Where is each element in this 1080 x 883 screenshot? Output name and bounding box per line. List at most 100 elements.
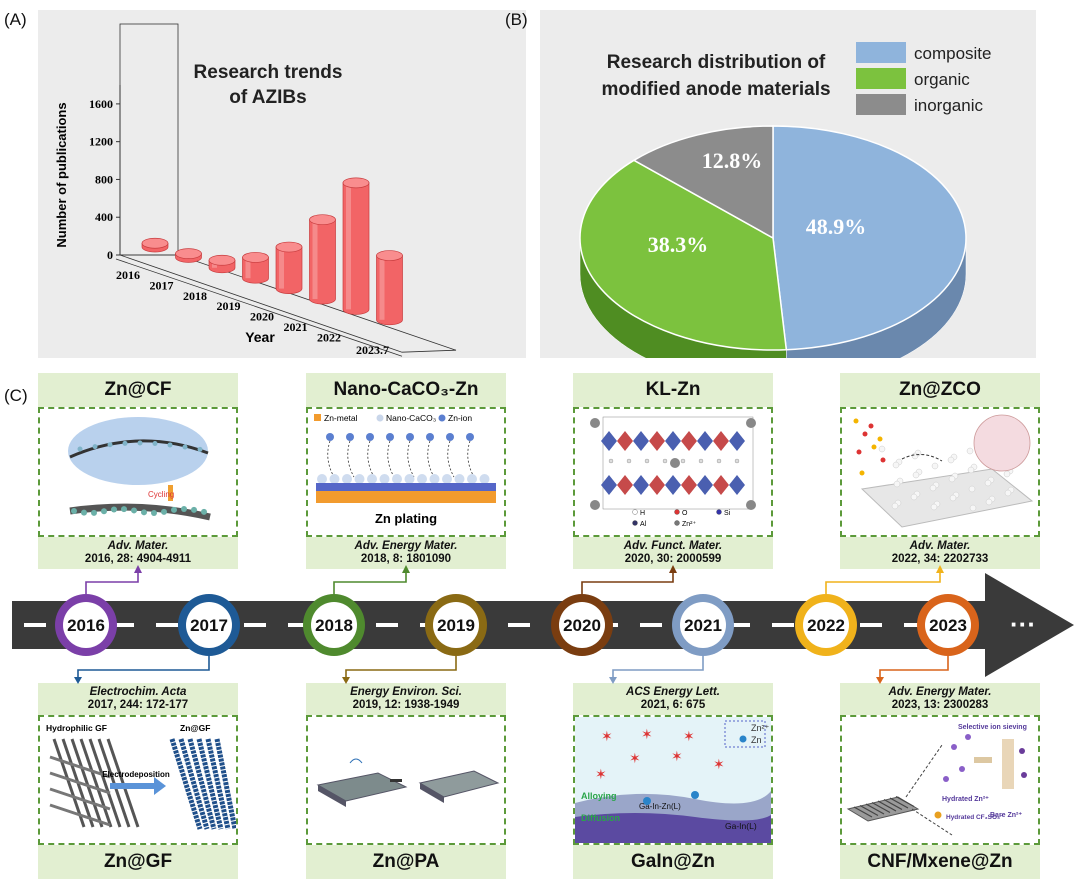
timeline-node-2020: 2020 bbox=[551, 594, 613, 656]
legend-zn2: Zn²⁺ bbox=[751, 723, 770, 733]
timeline-node-2017: 2017 bbox=[178, 594, 240, 656]
y-tick-label: 1600 bbox=[89, 97, 113, 111]
zn-ion bbox=[406, 433, 414, 441]
gf-left-label: Hydrophilic GF bbox=[46, 723, 107, 733]
panel-c-label: (C) bbox=[4, 386, 28, 405]
bar-2017 bbox=[175, 248, 202, 263]
zn-ion: ✶ bbox=[629, 750, 641, 766]
citation-text: 2020, 30: 2000599 bbox=[624, 553, 722, 565]
x-axis-label: Year bbox=[245, 329, 275, 345]
bar-2018 bbox=[208, 254, 236, 274]
card-citation-0: Adv. Mater. 2016, 28: 4904-4911 bbox=[38, 537, 238, 569]
zn-substrate bbox=[575, 813, 771, 843]
timeline-node-2018: 2018 bbox=[303, 594, 365, 656]
lane-dash bbox=[376, 623, 398, 627]
legend-label-organic: organic bbox=[914, 70, 970, 89]
hydrated-anion-label: Hydrated CF₃SO₃⁻ bbox=[946, 814, 1004, 821]
node-year: 2023 bbox=[929, 616, 967, 635]
bar-2019 bbox=[242, 252, 269, 284]
pie-value-label-composite: 48.9% bbox=[806, 214, 867, 239]
zn-ion: ✶ bbox=[671, 748, 683, 764]
hydrated-zn-label: Hydrated Zn²⁺ bbox=[942, 796, 989, 803]
zn-ion bbox=[366, 433, 374, 441]
bar-2022 bbox=[342, 177, 370, 315]
card-citation-3: Adv. Mater. 2022, 34: 2202733 bbox=[840, 537, 1040, 569]
alloying-label: Alloying bbox=[581, 791, 617, 801]
arrow-down bbox=[168, 485, 173, 501]
polyhedron bbox=[713, 431, 729, 451]
legend-label: O bbox=[682, 510, 688, 517]
pie-slice-composite bbox=[772, 125, 967, 351]
zn-atom bbox=[590, 500, 600, 510]
lane-dash bbox=[288, 623, 310, 627]
x-tick-label: 2016 bbox=[116, 268, 140, 282]
citation-text: 2023, 13: 2300283 bbox=[891, 699, 989, 711]
journal-name: Adv. Mater. bbox=[107, 540, 169, 552]
x-tick-label: 2019 bbox=[217, 299, 241, 313]
lane-dash bbox=[640, 623, 662, 627]
polyhedron bbox=[617, 431, 633, 451]
citation-text: 2018, 8: 1801090 bbox=[360, 553, 452, 565]
zn-ion bbox=[386, 433, 394, 441]
floor-plane bbox=[119, 254, 457, 353]
zn-atom bbox=[670, 458, 680, 468]
lane-dash bbox=[728, 623, 750, 627]
polyhedron bbox=[729, 475, 745, 495]
card-figure-bottom-2: ✶ ✶ ✶ ✶ ✶ ✶ ✶ Zn²⁺ Zn Alloying Diffusion Ga-In-Zn(L… bbox=[573, 715, 773, 845]
connector-down bbox=[77, 656, 210, 678]
card-title-bottom-2: GaIn@Zn bbox=[573, 845, 773, 879]
connector-down bbox=[612, 656, 704, 678]
connector-up bbox=[581, 572, 674, 594]
lane-dash bbox=[508, 623, 530, 627]
polyhedron bbox=[681, 475, 697, 495]
legend-label: Al bbox=[640, 521, 647, 528]
card-citation-bottom-1: Energy Environ. Sci. 2019, 12: 1938-1949 bbox=[306, 683, 506, 715]
zn-ion: ✶ bbox=[641, 726, 653, 742]
zoom-line bbox=[905, 744, 943, 798]
node-year: 2016 bbox=[67, 616, 105, 635]
zn-ion: ✶ bbox=[683, 728, 695, 744]
x-tick-label: 2017 bbox=[150, 278, 174, 292]
lane-dash bbox=[112, 623, 134, 627]
node-year: 2018 bbox=[315, 616, 353, 635]
card-figure-bottom-0: Hydrophilic GF Zn@GF Electrodeposition bbox=[38, 715, 238, 845]
deposit-layer bbox=[316, 483, 496, 491]
card-figure-1: Zn-metal Nano-CaCO₃ Zn-ion Zn plating bbox=[306, 407, 506, 537]
connector-down bbox=[879, 656, 949, 678]
zn-substrate bbox=[860, 468, 1034, 528]
pie-slice-inorganic bbox=[632, 125, 774, 240]
card-figure-2: H O Si Al Zn²⁺ bbox=[573, 407, 773, 537]
pie-title-line: Research distribution of bbox=[607, 52, 826, 73]
journal-name: Energy Environ. Sci. bbox=[350, 686, 462, 698]
legend-label-composite: composite bbox=[914, 44, 991, 63]
card-citation-1: Adv. Energy Mater. 2018, 8: 1801090 bbox=[306, 537, 506, 569]
citation-text: 2019, 12: 1938-1949 bbox=[352, 699, 460, 711]
bar-2021 bbox=[309, 214, 336, 305]
polyhedron bbox=[601, 475, 617, 495]
road-arrow bbox=[12, 573, 1074, 677]
chart-title-line: Research trends bbox=[194, 62, 343, 83]
connector-up bbox=[85, 572, 139, 594]
timeline-node-2023: 2023 bbox=[917, 594, 979, 656]
panel-b-label: (B) bbox=[505, 10, 528, 29]
x-tick-label: 2021 bbox=[284, 320, 308, 334]
polyhedron bbox=[697, 475, 713, 495]
arrow bbox=[974, 757, 992, 763]
legend-label-inorganic: inorganic bbox=[914, 96, 983, 115]
ion-flux bbox=[349, 758, 363, 764]
lane-dash bbox=[772, 623, 794, 627]
zn-ion bbox=[466, 433, 474, 441]
pie-slice-organic bbox=[579, 159, 788, 351]
gf-arrow-label: Electrodeposition bbox=[102, 770, 170, 779]
bar-chart-research-trends: 0 400 800 1200 1600 Number of publications Res… bbox=[54, 23, 457, 357]
legend-label: H bbox=[640, 510, 645, 517]
legend-label: Zn-metal bbox=[324, 413, 358, 423]
legend-box bbox=[724, 720, 766, 748]
zoom-bubble bbox=[973, 414, 1031, 472]
card-figure-bottom-1 bbox=[306, 715, 506, 845]
polyhedron bbox=[649, 431, 665, 451]
zn-atom bbox=[746, 418, 756, 428]
timeline-node-2021: 2021 bbox=[672, 594, 734, 656]
journal-name: Adv. Energy Mater. bbox=[354, 540, 458, 552]
card-citation-bottom-0: Electrochim. Acta 2017, 244: 172-177 bbox=[38, 683, 238, 715]
